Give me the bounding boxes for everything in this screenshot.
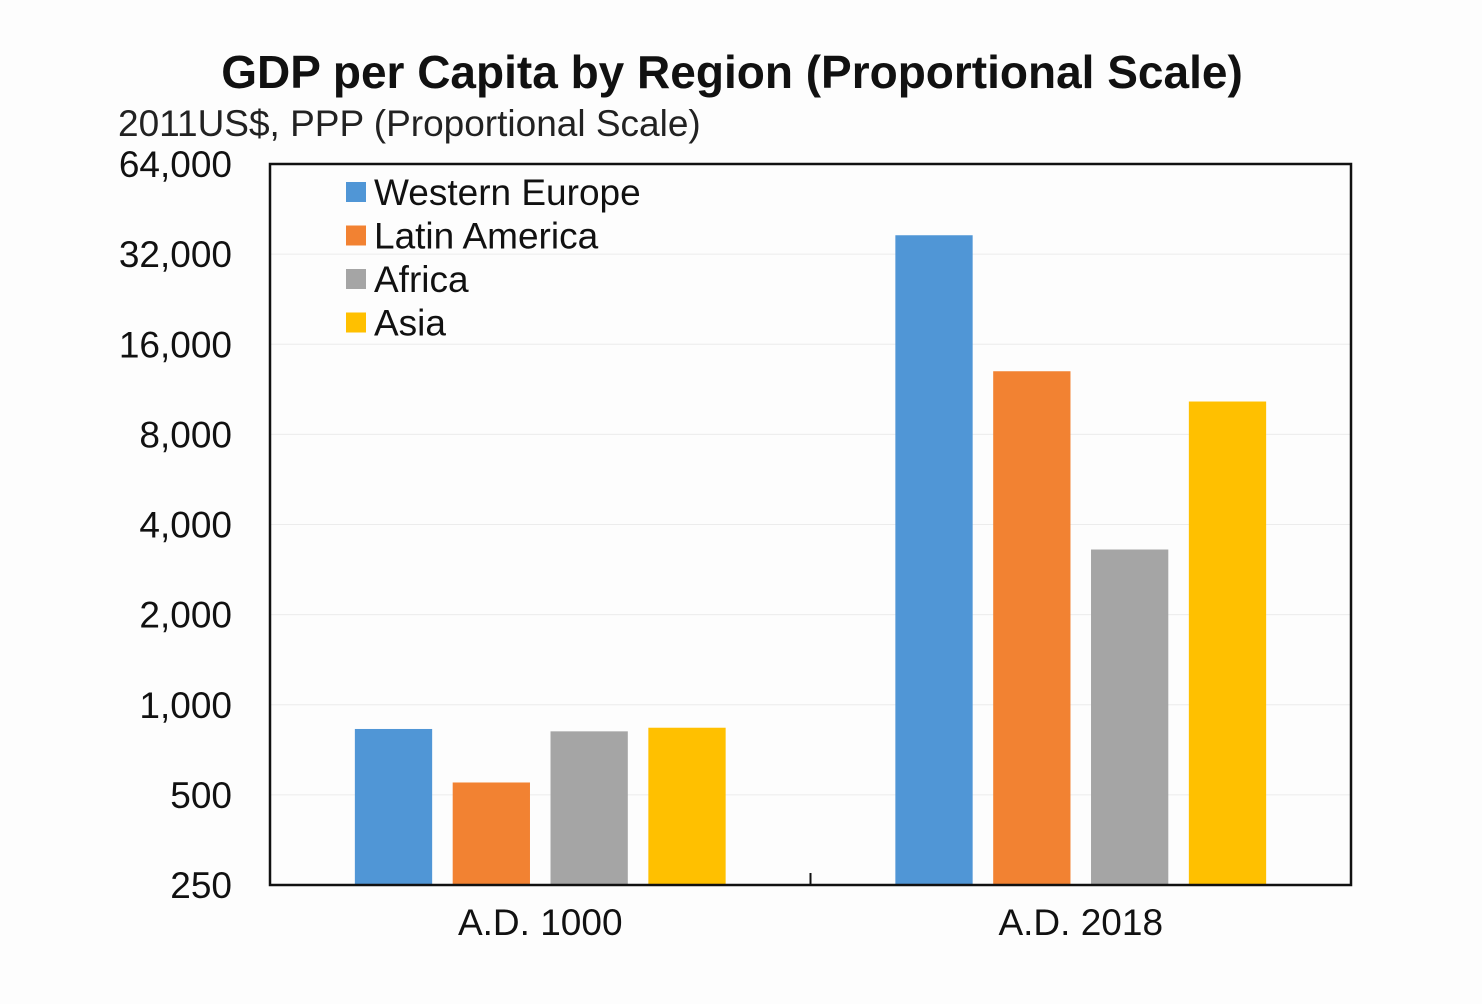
bar-western-europe-0 (354, 728, 433, 885)
legend-swatch (346, 182, 366, 202)
legend-swatch (346, 225, 366, 246)
chart-title: GDP per Capita by Region (Proportional S… (221, 46, 1243, 98)
bar-africa-1 (1091, 549, 1169, 885)
legend-label: Western Europe (374, 172, 641, 213)
bar-asia-1 (1188, 401, 1267, 885)
y-axis-ticks: 250 500 1,000 2,000 4,000 8,000 16,000 32,000 64… (119, 144, 232, 906)
bar-asia-0 (648, 727, 726, 885)
y-tick-label: 64,000 (119, 144, 232, 185)
bars-group (354, 235, 1267, 885)
legend-label: Africa (374, 259, 469, 300)
x-tick-label: A.D. 1000 (458, 902, 623, 943)
legend-label: Asia (374, 303, 446, 344)
y-tick-label: 1,000 (139, 685, 232, 726)
y-tick-label: 32,000 (119, 234, 232, 275)
y-tick-label: 250 (170, 865, 232, 906)
legend-label: Latin America (374, 216, 599, 257)
legend-swatch (346, 269, 366, 289)
x-axis-ticks: A.D. 1000 A.D. 2018 (458, 873, 1163, 943)
bar-africa-0 (550, 731, 628, 885)
grid-lines (270, 253, 1351, 796)
bar-latin-america-0 (452, 782, 530, 885)
chart-subtitle: 2011US$, PPP (Proportional Scale) (118, 103, 701, 144)
bar-latin-america-1 (993, 371, 1071, 885)
x-tick-label: A.D. 2018 (998, 902, 1163, 943)
y-tick-label: 4,000 (139, 505, 232, 546)
y-tick-label: 2,000 (139, 595, 232, 636)
bar-western-europe-1 (895, 235, 973, 885)
legend-swatch (346, 312, 366, 333)
y-tick-label: 8,000 (139, 414, 232, 455)
y-tick-label: 500 (170, 775, 232, 816)
y-tick-label: 16,000 (119, 324, 232, 365)
